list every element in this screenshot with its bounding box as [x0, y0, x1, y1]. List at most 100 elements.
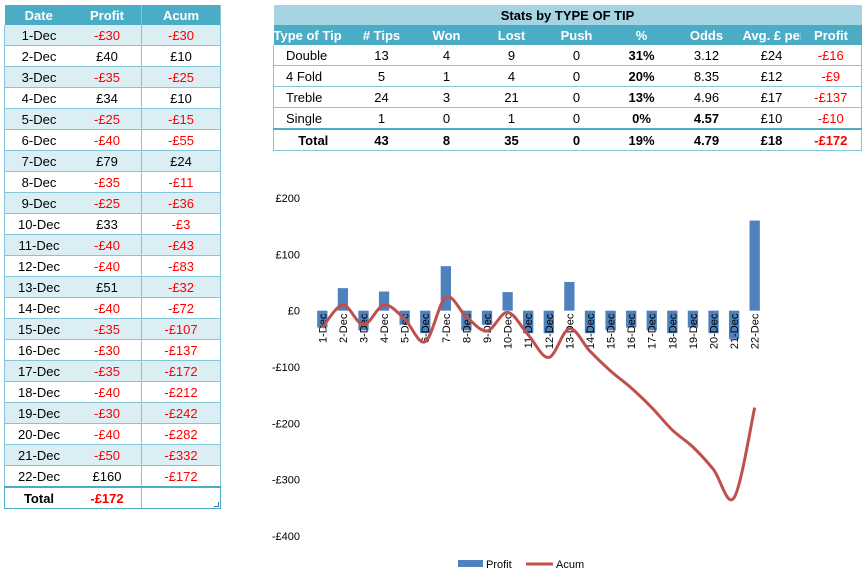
- daily-profit-cell: -£50: [73, 444, 142, 466]
- stats-header-cell: Won: [410, 25, 483, 45]
- y-tick-label: -£200: [272, 418, 300, 430]
- table-row: 13-Dec £51 -£32: [4, 276, 221, 298]
- profit-bar: [749, 220, 760, 311]
- profit-bar: [667, 310, 678, 334]
- y-tick-label: -£300: [272, 475, 300, 487]
- profit-bar: [708, 310, 719, 334]
- x-tick-label: 20-Dec: [709, 313, 721, 349]
- daily-profit-cell: £34: [73, 87, 142, 109]
- stats-cell: 0%: [612, 107, 671, 130]
- table-row: 6-Dec -£40 -£55: [4, 129, 221, 151]
- stats-cell: 0: [540, 86, 613, 108]
- profit-bar: [378, 291, 390, 311]
- daily-profit-cell: -£25: [73, 108, 142, 130]
- daily-acum-cell: -£55: [141, 129, 221, 151]
- chart-legend: Profit Acum: [458, 559, 584, 571]
- stats-total-cell: 19%: [612, 128, 671, 151]
- daily-date-cell: 4-Dec: [4, 87, 73, 109]
- table-row: 16-Dec -£30 -£137: [4, 339, 221, 361]
- daily-acum-cell: £24: [141, 150, 221, 172]
- x-tick-label: 10-Dec: [503, 313, 515, 349]
- stats-header-cell: Lost: [482, 25, 541, 45]
- profit-bar: [687, 310, 699, 328]
- stats-total-cell: 43: [352, 128, 411, 151]
- stats-total-cell: £18: [742, 128, 801, 151]
- daily-acum-cell: -£137: [141, 339, 221, 361]
- daily-date-cell: 8-Dec: [4, 171, 73, 193]
- daily-profit-cell: -£30: [73, 25, 142, 46]
- daily-acum-cell: -£36: [141, 192, 221, 214]
- x-tick-label: 5-Dec: [400, 313, 412, 343]
- stats-header-cell: %: [612, 25, 671, 45]
- daily-total-profit: -£172: [73, 486, 142, 509]
- table-row: 12-Dec -£40 -£83: [4, 255, 221, 277]
- stats-total-cell: -£172: [800, 128, 863, 151]
- daily-profit-cell: £51: [73, 276, 142, 298]
- table-row: Single 1 0 1 0 0% 4.57 £10 -£10: [273, 107, 863, 130]
- daily-profit-cell: -£30: [73, 402, 142, 424]
- daily-header-date: Date: [4, 5, 73, 25]
- daily-date-cell: 22-Dec: [4, 465, 73, 488]
- table-row: 7-Dec £79 £24: [4, 150, 221, 172]
- daily-acum-cell: -£282: [141, 423, 221, 445]
- daily-date-cell: 2-Dec: [4, 45, 73, 67]
- daily-profit-cell: -£40: [73, 234, 142, 256]
- stats-cell: 4: [410, 45, 483, 66]
- daily-date-cell: 14-Dec: [4, 297, 73, 319]
- profit-bar: [728, 310, 740, 339]
- stats-cell: £24: [742, 45, 801, 66]
- daily-total-acum[interactable]: [141, 486, 221, 509]
- y-tick-label: -£100: [272, 362, 300, 374]
- profit-bar: [317, 310, 328, 328]
- daily-date-cell: 3-Dec: [4, 66, 73, 88]
- daily-profit-cell: -£35: [73, 171, 142, 193]
- x-tick-label: 21-Dec: [729, 313, 741, 349]
- stats-cell: 24: [352, 86, 411, 108]
- stats-header-cell: Profit: [800, 25, 862, 45]
- table-row: 11-Dec -£40 -£43: [4, 234, 221, 256]
- x-tick-label: 14-Dec: [585, 313, 597, 349]
- daily-header-acum: Acum: [141, 5, 221, 25]
- legend-profit-label: Profit: [486, 559, 512, 571]
- profit-bar: [626, 310, 637, 328]
- profit-bar: [646, 310, 657, 331]
- stats-header-cell: Avg. £ per Tip: [742, 25, 801, 45]
- stats-cell: 4.96: [670, 86, 743, 108]
- x-tick-label: 3-Dec: [358, 313, 370, 343]
- daily-date-cell: 7-Dec: [4, 150, 73, 172]
- daily-profit-cell: £79: [73, 150, 142, 172]
- daily-date-cell: 10-Dec: [4, 213, 73, 235]
- x-tick-label: 2-Dec: [338, 313, 350, 343]
- daily-acum-cell: -£72: [141, 297, 221, 319]
- stats-header-cell: Type of Tip: [273, 25, 353, 45]
- daily-acum-cell: -£11: [141, 171, 221, 193]
- daily-acum-cell: -£32: [141, 276, 221, 298]
- daily-acum-cell: -£172: [141, 360, 221, 382]
- x-tick-label: 12-Dec: [544, 313, 556, 349]
- stats-cell: 4: [482, 65, 541, 87]
- stats-cell: Double: [273, 45, 353, 66]
- table-row: 2-Dec £40 £10: [4, 45, 221, 67]
- daily-date-cell: 17-Dec: [4, 360, 73, 382]
- stats-title: Stats by TYPE OF TIP: [273, 5, 862, 25]
- stats-table: Stats by TYPE OF TIP Type of Tip # Tips Wo…: [273, 5, 863, 151]
- table-row: 18-Dec -£40 -£212: [4, 381, 221, 403]
- stats-cell: 3: [410, 86, 483, 108]
- daily-header-row: Date Profit Acum: [4, 5, 221, 25]
- daily-profit-cell: -£35: [73, 66, 142, 88]
- fill-handle[interactable]: [214, 502, 219, 507]
- stats-cell: Single: [273, 107, 353, 130]
- daily-date-cell: 19-Dec: [4, 402, 73, 424]
- daily-acum-cell: -£83: [141, 255, 221, 277]
- stats-cell: £17: [742, 86, 801, 108]
- profit-bar: [543, 310, 554, 334]
- profit-bar: [440, 266, 451, 311]
- table-row: 4-Dec £34 £10: [4, 87, 221, 109]
- daily-acum-cell: -£15: [141, 108, 221, 130]
- stats-cell: 5: [352, 65, 411, 87]
- daily-profit-cell: -£40: [73, 381, 142, 403]
- daily-acum-cell: -£30: [141, 25, 221, 46]
- daily-profit-cell: -£35: [73, 318, 142, 340]
- table-row: 1-Dec -£30 -£30: [4, 25, 221, 46]
